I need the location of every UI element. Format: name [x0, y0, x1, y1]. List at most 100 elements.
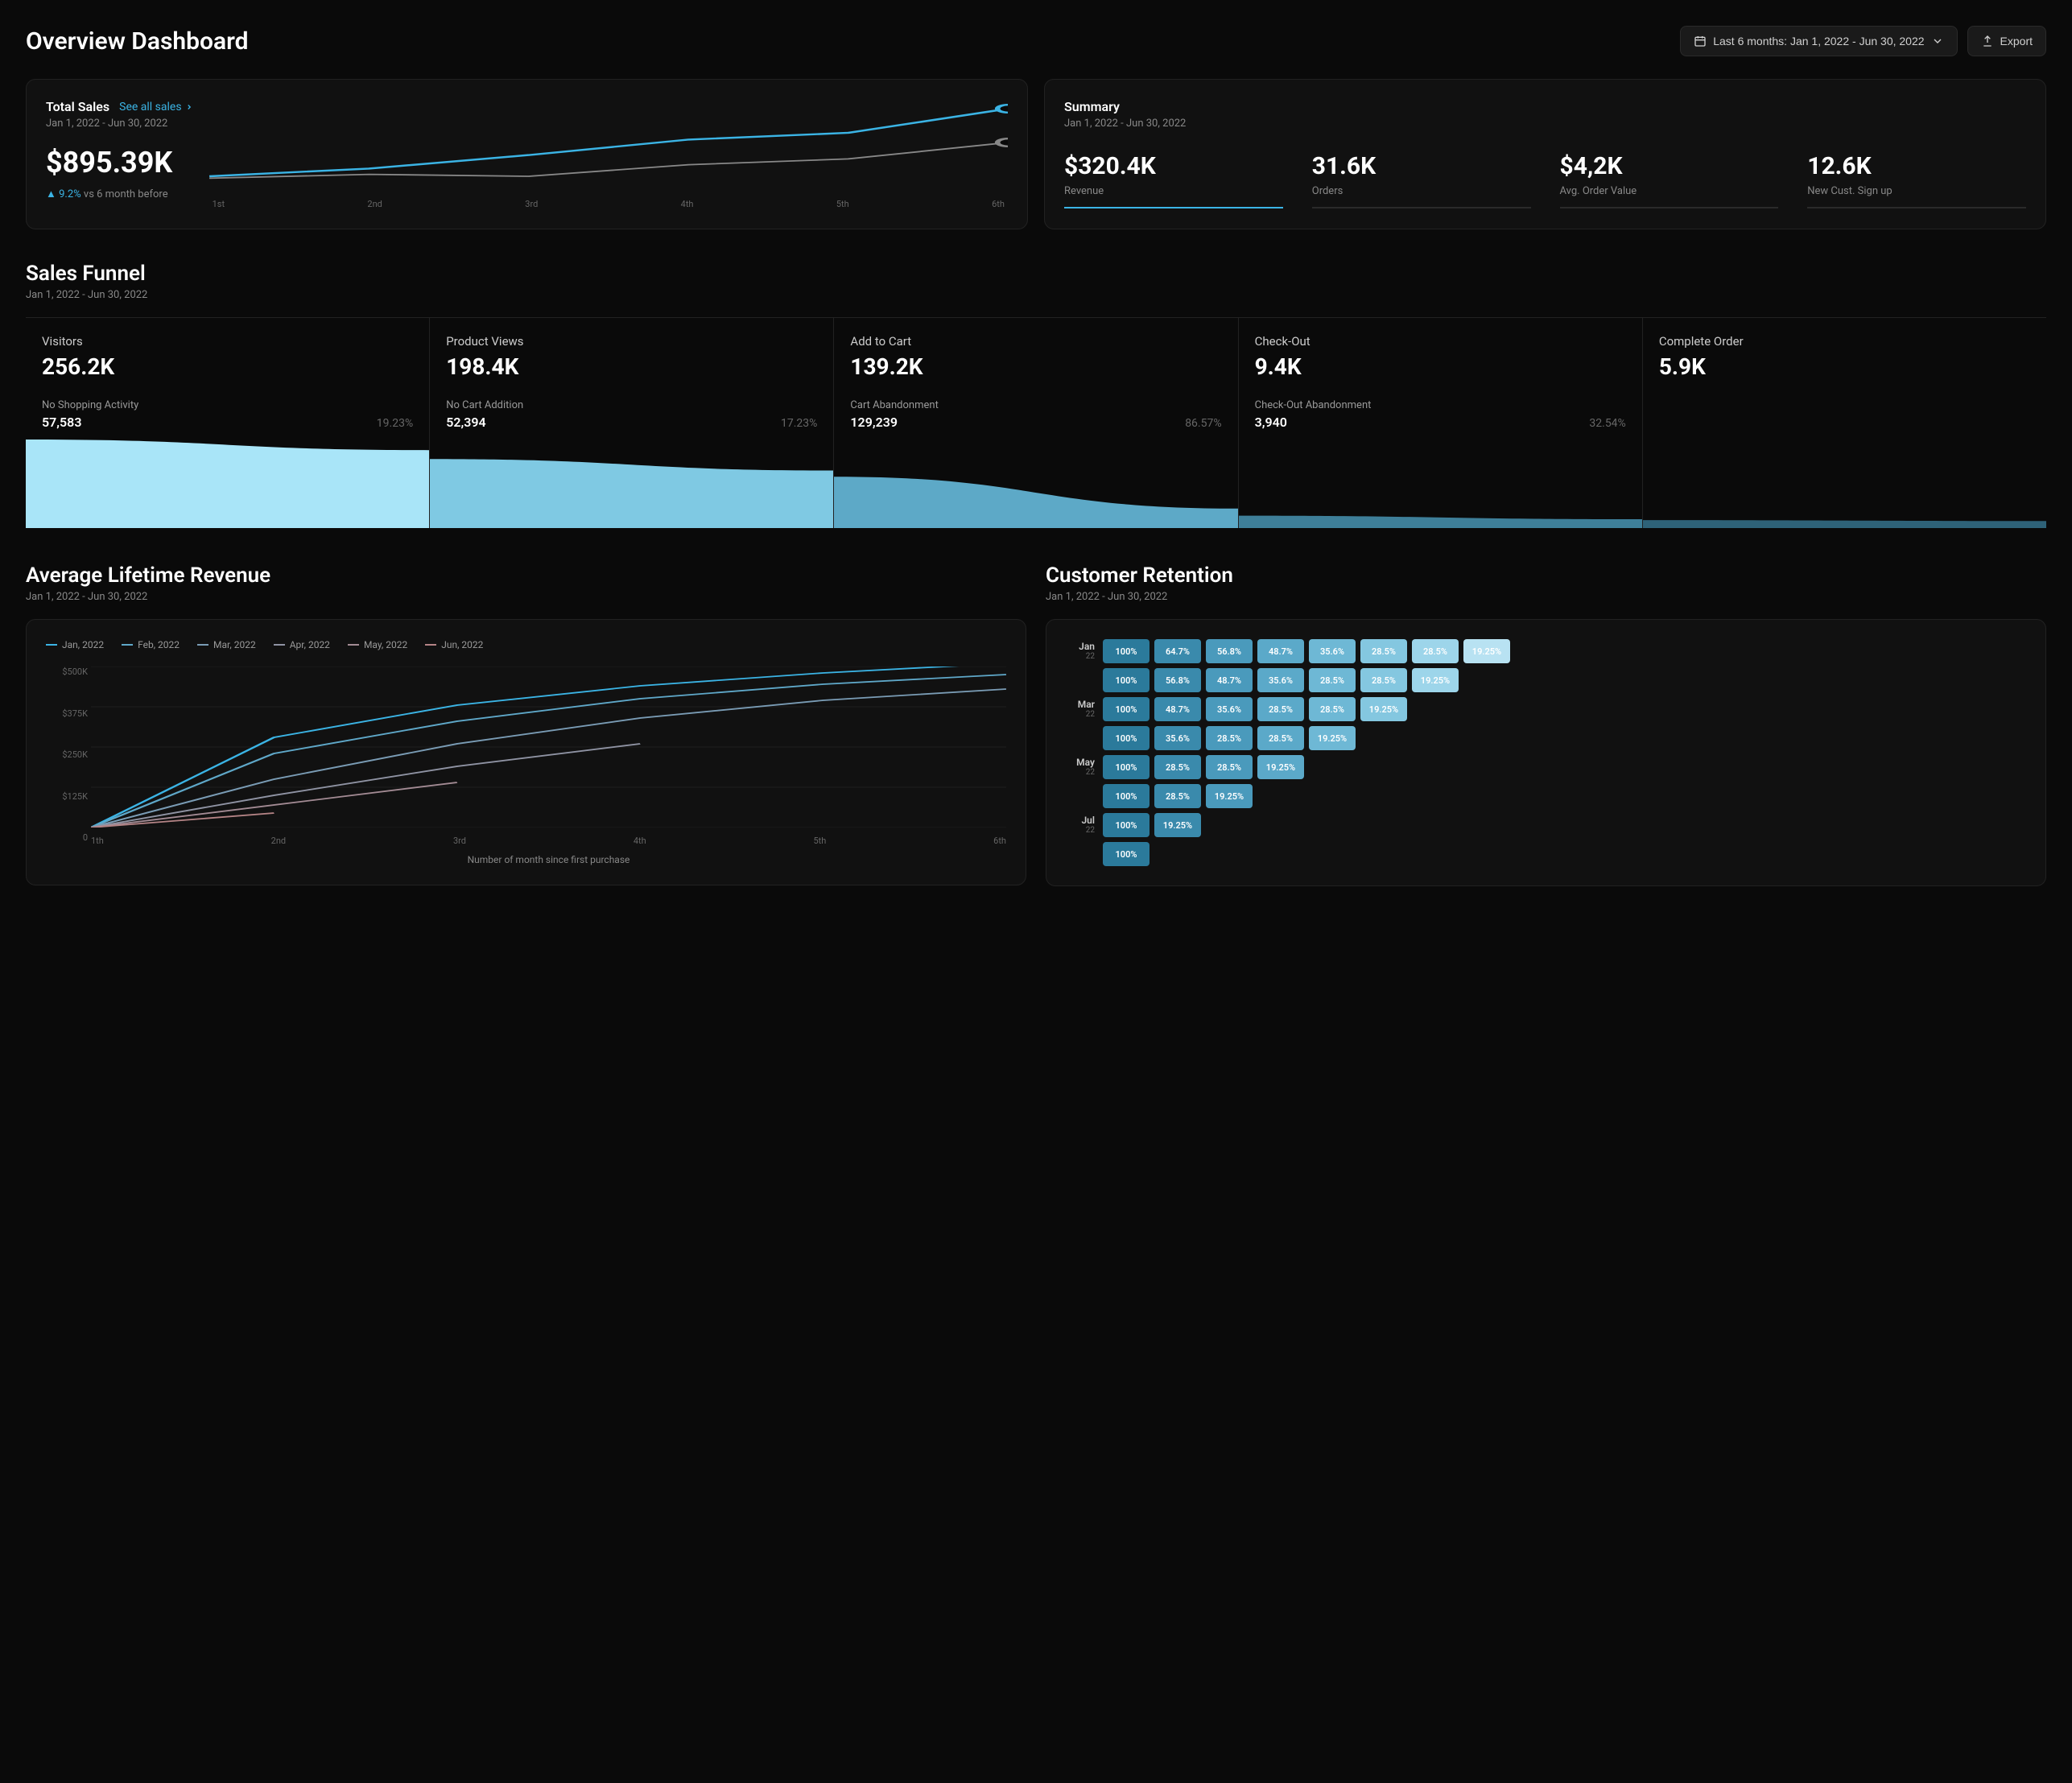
retention-cell: 28.5% — [1309, 668, 1356, 692]
funnel-col-title: Check-Out — [1255, 334, 1626, 349]
funnel-sub-pct: 17.23% — [781, 417, 817, 430]
retention-row: 100%48.7%35.6%28.5%28.5%19.25% — [1103, 697, 2026, 721]
alr-date: Jan 1, 2022 - Jun 30, 2022 — [26, 591, 1026, 603]
alr-title: Average Lifetime Revenue — [26, 563, 1026, 588]
funnel-sub-pct: 86.57% — [1185, 417, 1221, 430]
retention-cell: 100% — [1103, 668, 1150, 692]
date-range-button[interactable]: Last 6 months: Jan 1, 2022 - Jun 30, 202… — [1680, 26, 1957, 56]
legend-item: May, 2022 — [348, 639, 407, 650]
stat-value: $4,2K — [1560, 152, 1779, 180]
funnel-col-title: Visitors — [42, 334, 413, 349]
retention-row-label — [1066, 668, 1095, 692]
summary-stat[interactable]: 31.6KOrders — [1312, 152, 1531, 208]
chart-ylabel: 0 — [46, 832, 88, 843]
chart-xlabel: 3rd — [525, 199, 538, 209]
retention-cell: 28.5% — [1154, 784, 1201, 808]
funnel-sub-value: 57,583 — [42, 415, 81, 430]
export-button[interactable]: Export — [1967, 26, 2046, 56]
retention-row-label: Jan22 — [1066, 639, 1095, 663]
summary-card: Summary Jan 1, 2022 - Jun 30, 2022 $320.… — [1044, 79, 2046, 229]
retention-cell: 35.6% — [1206, 697, 1253, 721]
funnel-col-value: 198.4K — [446, 353, 817, 380]
retention-cell: 35.6% — [1309, 639, 1356, 663]
export-label: Export — [2000, 35, 2033, 47]
chart-xlabel: 5th — [813, 836, 826, 846]
retention-row-label — [1066, 842, 1095, 866]
legend-item: Mar, 2022 — [197, 639, 256, 650]
retention-cell: 19.25% — [1463, 639, 1510, 663]
chart-ylabel: $125K — [46, 791, 88, 802]
retention-cell: 48.7% — [1206, 668, 1253, 692]
retention-row: 100%28.5%19.25% — [1103, 784, 2026, 808]
chevron-down-icon — [1931, 35, 1944, 47]
stat-value: 12.6K — [1807, 152, 2026, 180]
funnel-title: Sales Funnel — [26, 262, 2046, 286]
summary-title: Summary — [1064, 99, 2026, 114]
summary-stat[interactable]: $320.4KRevenue — [1064, 152, 1283, 208]
retention-cell: 19.25% — [1360, 697, 1407, 721]
funnel-sub-label: No Shopping Activity — [42, 399, 413, 411]
funnel-col-title: Product Views — [446, 334, 817, 349]
retention-cell: 100% — [1103, 813, 1150, 837]
funnel-sub-label: No Cart Addition — [446, 399, 817, 411]
retention-row: 100%35.6%28.5%28.5%19.25% — [1103, 726, 2026, 750]
total-sales-title: Total Sales — [46, 99, 109, 114]
total-sales-card: Total Sales See all sales Jan 1, 2022 - … — [26, 79, 1028, 229]
funnel-area-chart — [26, 440, 2046, 528]
summary-date: Jan 1, 2022 - Jun 30, 2022 — [1064, 118, 2026, 130]
retention-cell: 19.25% — [1257, 755, 1304, 779]
funnel-col-value: 256.2K — [42, 353, 413, 380]
chart-xlabel: 4th — [681, 199, 694, 209]
retention-date: Jan 1, 2022 - Jun 30, 2022 — [1046, 591, 2046, 603]
header-actions: Last 6 months: Jan 1, 2022 - Jun 30, 202… — [1680, 26, 2046, 56]
retention-cell: 28.5% — [1154, 755, 1201, 779]
alr-card: Jan, 2022Feb, 2022Mar, 2022Apr, 2022May,… — [26, 619, 1026, 885]
chart-xlabel: 1st — [213, 199, 225, 209]
retention-cell: 100% — [1103, 726, 1150, 750]
chart-xlabel: 4th — [634, 836, 646, 846]
retention-cell: 19.25% — [1154, 813, 1201, 837]
retention-cell: 100% — [1103, 639, 1150, 663]
funnel-date: Jan 1, 2022 - Jun 30, 2022 — [26, 289, 2046, 301]
retention-cell: 100% — [1103, 842, 1150, 866]
funnel-sub-label: Cart Abandonment — [850, 399, 1221, 411]
retention-cell: 56.8% — [1154, 668, 1201, 692]
chart-ylabel: $375K — [46, 708, 88, 719]
total-sales-date: Jan 1, 2022 - Jun 30, 2022 — [46, 118, 193, 130]
summary-stat[interactable]: $4,2KAvg. Order Value — [1560, 152, 1779, 208]
retention-cell: 19.25% — [1206, 784, 1253, 808]
retention-cell: 28.5% — [1257, 726, 1304, 750]
stat-label: New Cust. Sign up — [1807, 185, 2026, 197]
funnel-sub-label: Check-Out Abandonment — [1255, 399, 1626, 411]
retention-cell: 64.7% — [1154, 639, 1201, 663]
retention-cell: 28.5% — [1257, 697, 1304, 721]
retention-row-label — [1066, 784, 1095, 808]
funnel-column: Add to Cart139.2KCart Abandonment129,239… — [833, 318, 1237, 440]
funnel-col-title: Complete Order — [1659, 334, 2030, 349]
retention-cell: 100% — [1103, 697, 1150, 721]
retention-cell: 28.5% — [1360, 668, 1407, 692]
summary-stat[interactable]: 12.6K New Cust. Sign up — [1807, 152, 2026, 208]
retention-cell: 100% — [1103, 755, 1150, 779]
funnel-sub-value: 3,940 — [1255, 415, 1287, 430]
retention-row-label: May22 — [1066, 755, 1095, 779]
chart-ylabel: $500K — [46, 667, 88, 677]
date-range-label: Last 6 months: Jan 1, 2022 - Jun 30, 202… — [1713, 35, 1924, 47]
retention-cell: 35.6% — [1257, 668, 1304, 692]
chart-xlabel: 2nd — [271, 836, 286, 846]
calendar-icon — [1694, 35, 1707, 47]
legend-item: Apr, 2022 — [274, 639, 330, 650]
retention-card: Jan22Mar22May22Jul22 100%64.7%56.8%48.7%… — [1046, 619, 2046, 886]
retention-row-label: Mar22 — [1066, 697, 1095, 721]
stat-value: $320.4K — [1064, 152, 1283, 180]
funnel-column: Product Views198.4KNo Cart Addition52,39… — [429, 318, 833, 440]
retention-row: 100% — [1103, 842, 2026, 866]
funnel-col-value: 139.2K — [850, 353, 1221, 380]
retention-cell: 19.25% — [1412, 668, 1459, 692]
retention-cell: 100% — [1103, 784, 1150, 808]
chart-xlabel: 5th — [836, 199, 849, 209]
retention-cell: 48.7% — [1257, 639, 1304, 663]
see-all-sales-link[interactable]: See all sales — [119, 101, 192, 114]
total-sales-value: $895.39K — [46, 146, 193, 180]
retention-row-label — [1066, 726, 1095, 750]
